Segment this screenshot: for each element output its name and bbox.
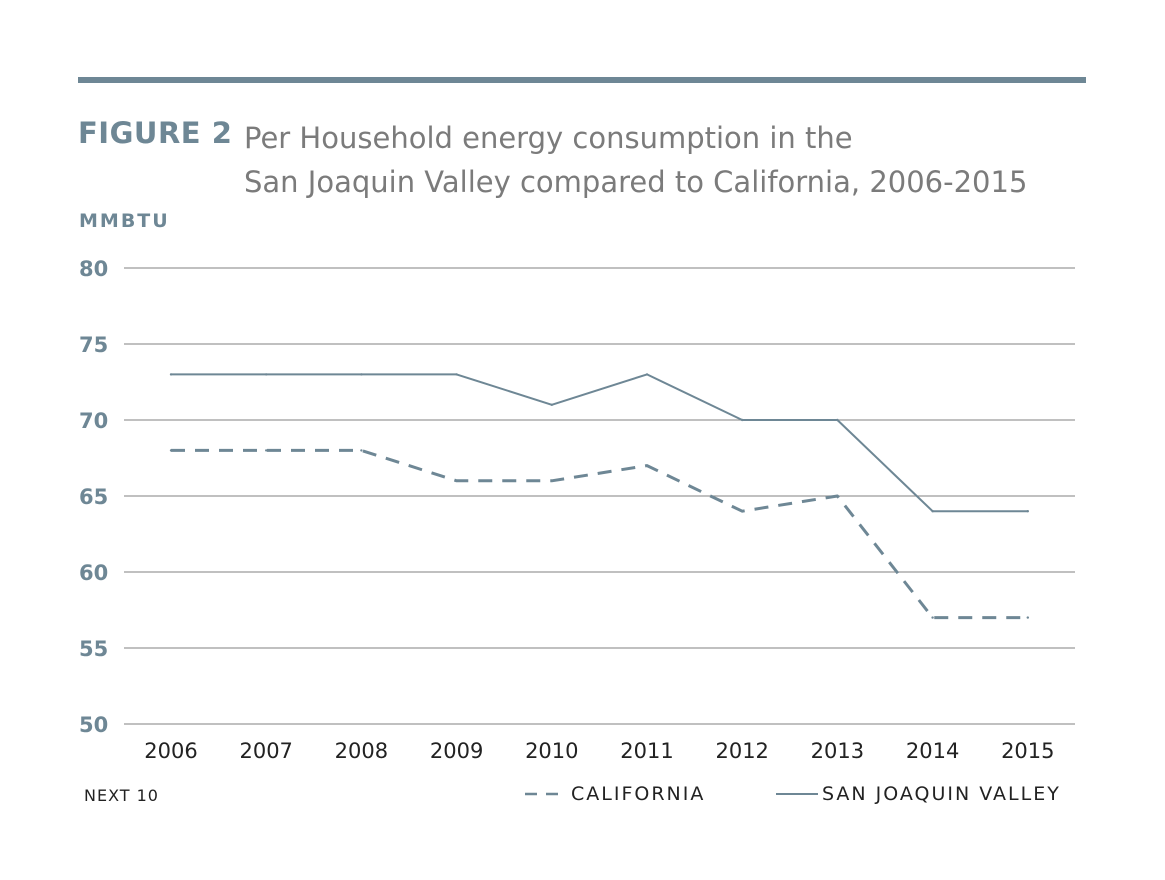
y-axis-unit-label: MMBTU xyxy=(79,210,170,232)
data-point-san-joaquin-valley-2015 xyxy=(1026,510,1030,513)
figure-title: Per Household energy consumption in the … xyxy=(244,116,1074,204)
figure-title-line-1: Per Household energy consumption in the xyxy=(244,121,853,155)
data-point-california-2007 xyxy=(265,449,268,452)
x-tick-label-2007: 2007 xyxy=(239,739,292,763)
x-tick-label-2008: 2008 xyxy=(335,739,388,763)
figure-label: FIGURE 2 xyxy=(78,116,233,150)
y-tick-label-60: 60 xyxy=(79,561,108,585)
legend-label-san-joaquin-valley: SAN JOAQUIN VALLEY xyxy=(822,783,1061,805)
data-point-california-2013 xyxy=(836,494,839,498)
y-tick-label-80: 80 xyxy=(79,257,108,281)
x-tick-label-2014: 2014 xyxy=(906,739,959,763)
data-point-san-joaquin-valley-2011 xyxy=(645,373,649,376)
legend-item-california: CALIFORNIA xyxy=(525,782,705,806)
y-tick-label-70: 70 xyxy=(79,409,108,433)
y-axis-ticks: 50 55 60 65 70 75 80 xyxy=(79,257,108,737)
data-point-san-joaquin-valley-2007 xyxy=(265,373,268,376)
x-tick-label-2006: 2006 xyxy=(144,739,197,763)
y-tick-label-50: 50 xyxy=(79,713,108,737)
data-point-san-joaquin-valley-2014 xyxy=(931,510,934,513)
y-tick-label-55: 55 xyxy=(79,637,108,661)
data-point-san-joaquin-valley-2012 xyxy=(741,418,744,422)
data-point-california-2011 xyxy=(645,464,649,467)
data-point-california-2010 xyxy=(550,479,553,482)
source-label: NEXT 10 xyxy=(84,786,159,805)
y-tick-label-75: 75 xyxy=(79,333,108,357)
legend-swatch-solid xyxy=(776,793,818,795)
x-tick-label-2011: 2011 xyxy=(620,739,673,763)
series-lines xyxy=(169,373,1030,620)
figure-title-line-2: San Joaquin Valley compared to Californi… xyxy=(244,165,1028,199)
data-point-california-2015 xyxy=(1026,616,1030,619)
gridlines xyxy=(124,267,1075,725)
series-line-san-joaquin-valley xyxy=(171,373,1028,513)
x-tick-label-2009: 2009 xyxy=(430,739,483,763)
data-point-san-joaquin-valley-2010 xyxy=(550,403,553,406)
top-rule xyxy=(78,77,1086,83)
x-tick-label-2012: 2012 xyxy=(715,739,768,763)
data-point-california-2014 xyxy=(931,616,934,619)
data-point-california-2008 xyxy=(360,449,363,452)
data-point-california-2012 xyxy=(741,510,744,513)
legend-swatch-dashed xyxy=(525,792,567,796)
y-tick-label-65: 65 xyxy=(79,485,108,509)
data-point-san-joaquin-valley-2008 xyxy=(360,373,363,376)
data-point-san-joaquin-valley-2006 xyxy=(169,373,173,376)
x-tick-label-2015: 2015 xyxy=(1001,739,1054,763)
x-tick-label-2013: 2013 xyxy=(811,739,864,763)
x-tick-label-2010: 2010 xyxy=(525,739,578,763)
data-point-california-2009 xyxy=(455,479,458,482)
data-point-san-joaquin-valley-2009 xyxy=(455,373,458,376)
data-point-san-joaquin-valley-2013 xyxy=(836,418,839,422)
data-point-california-2006 xyxy=(169,449,173,452)
x-axis-ticks: 2006 2007 2008 2009 2010 2011 2012 2013 2014 2015 xyxy=(144,739,1054,763)
series-line-california xyxy=(171,448,1028,620)
legend-item-san-joaquin-valley: SAN JOAQUIN VALLEY xyxy=(776,782,1061,806)
legend-label-california: CALIFORNIA xyxy=(571,783,706,805)
